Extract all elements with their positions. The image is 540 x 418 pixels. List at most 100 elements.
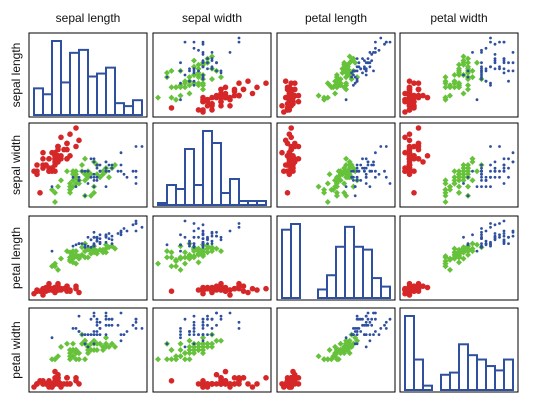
panel-petal-length-vs-petal-length bbox=[276, 215, 396, 301]
point-versicolor bbox=[55, 266, 61, 273]
point-virginica bbox=[466, 175, 470, 179]
point-virginica bbox=[201, 223, 205, 227]
histogram-bar bbox=[166, 184, 177, 206]
point-setosa bbox=[52, 287, 58, 293]
point-versicolor bbox=[88, 250, 94, 257]
point-versicolor bbox=[442, 199, 449, 205]
point-setosa bbox=[34, 288, 40, 295]
point-versicolor bbox=[79, 244, 85, 251]
point-virginica bbox=[364, 73, 368, 77]
point-virginica bbox=[201, 51, 205, 54]
point-versicolor bbox=[447, 183, 453, 190]
point-virginica bbox=[104, 311, 108, 315]
point-virginica bbox=[228, 311, 232, 315]
point-setosa bbox=[249, 90, 256, 97]
point-virginica bbox=[489, 169, 492, 173]
point-versicolor bbox=[343, 337, 350, 344]
point-versicolor bbox=[82, 356, 88, 363]
point-setosa bbox=[231, 92, 238, 99]
point-virginica bbox=[116, 232, 120, 235]
point-versicolor bbox=[335, 80, 342, 87]
point-setosa bbox=[195, 381, 202, 387]
point-virginica bbox=[372, 51, 375, 54]
point-versicolor bbox=[218, 74, 224, 81]
panel-frame bbox=[152, 215, 272, 301]
point-virginica bbox=[364, 320, 368, 324]
point-virginica bbox=[350, 169, 353, 173]
point-setosa bbox=[290, 368, 296, 375]
point-virginica bbox=[352, 179, 355, 182]
point-virginica bbox=[92, 172, 96, 176]
point-virginica bbox=[210, 51, 214, 54]
point-virginica bbox=[119, 233, 123, 237]
point-virginica bbox=[188, 244, 191, 248]
point-setosa bbox=[55, 143, 61, 150]
point-setosa bbox=[292, 80, 298, 86]
point-virginica bbox=[219, 235, 223, 239]
point-virginica bbox=[201, 53, 205, 56]
point-virginica bbox=[215, 311, 218, 315]
point-virginica bbox=[86, 169, 90, 173]
point-virginica bbox=[98, 163, 102, 167]
point-versicolor bbox=[465, 183, 471, 190]
point-versicolor bbox=[164, 248, 170, 255]
point-versicolor bbox=[333, 192, 340, 199]
point-virginica bbox=[192, 330, 196, 333]
panel-frame bbox=[399, 215, 519, 301]
point-versicolor bbox=[442, 94, 449, 101]
point-versicolor bbox=[73, 347, 79, 353]
point-versicolor bbox=[73, 350, 79, 357]
point-versicolor bbox=[451, 245, 458, 252]
point-virginica bbox=[197, 235, 200, 239]
point-versicolor bbox=[456, 168, 462, 175]
point-setosa bbox=[415, 86, 422, 93]
point-versicolor bbox=[460, 90, 467, 97]
point-virginica bbox=[357, 61, 361, 65]
point-virginica bbox=[192, 40, 196, 44]
histogram-bar bbox=[494, 369, 505, 392]
point-setosa bbox=[236, 92, 242, 99]
point-setosa bbox=[76, 137, 82, 144]
point-versicolor bbox=[82, 177, 88, 184]
point-virginica bbox=[104, 240, 108, 244]
point-versicolor bbox=[442, 253, 449, 260]
point-versicolor bbox=[195, 259, 202, 266]
point-versicolor bbox=[451, 80, 458, 87]
point-versicolor bbox=[456, 61, 462, 68]
point-versicolor bbox=[73, 174, 79, 181]
point-virginica bbox=[92, 185, 96, 189]
point-virginica bbox=[352, 73, 355, 77]
histogram-bar bbox=[371, 277, 382, 300]
point-virginica bbox=[377, 333, 381, 336]
point-virginica bbox=[215, 230, 218, 234]
histogram-bar bbox=[42, 93, 53, 116]
point-virginica bbox=[366, 163, 370, 167]
point-versicolor bbox=[191, 347, 197, 353]
point-versicolor bbox=[465, 63, 471, 70]
point-virginica bbox=[134, 229, 138, 233]
point-versicolor bbox=[195, 74, 202, 81]
point-versicolor bbox=[465, 59, 471, 66]
point-setosa bbox=[411, 287, 417, 293]
point-virginica bbox=[89, 333, 93, 336]
row-title-petal-width: petal width bbox=[9, 321, 23, 378]
point-versicolor bbox=[106, 343, 112, 350]
point-virginica bbox=[484, 229, 488, 233]
point-setosa bbox=[61, 146, 67, 153]
panel-frame bbox=[152, 122, 272, 208]
point-setosa bbox=[52, 159, 58, 165]
point-versicolor bbox=[195, 347, 202, 353]
point-versicolor bbox=[182, 84, 188, 91]
point-versicolor bbox=[186, 343, 193, 350]
point-virginica bbox=[493, 57, 497, 60]
point-virginica bbox=[210, 57, 214, 60]
point-setosa bbox=[420, 159, 426, 165]
point-versicolor bbox=[186, 74, 193, 81]
point-virginica bbox=[493, 53, 497, 56]
point-versicolor bbox=[155, 94, 161, 101]
point-versicolor bbox=[341, 180, 348, 187]
point-versicolor bbox=[52, 263, 58, 270]
point-versicolor bbox=[451, 174, 458, 181]
point-virginica bbox=[215, 323, 218, 327]
point-virginica bbox=[363, 65, 366, 69]
